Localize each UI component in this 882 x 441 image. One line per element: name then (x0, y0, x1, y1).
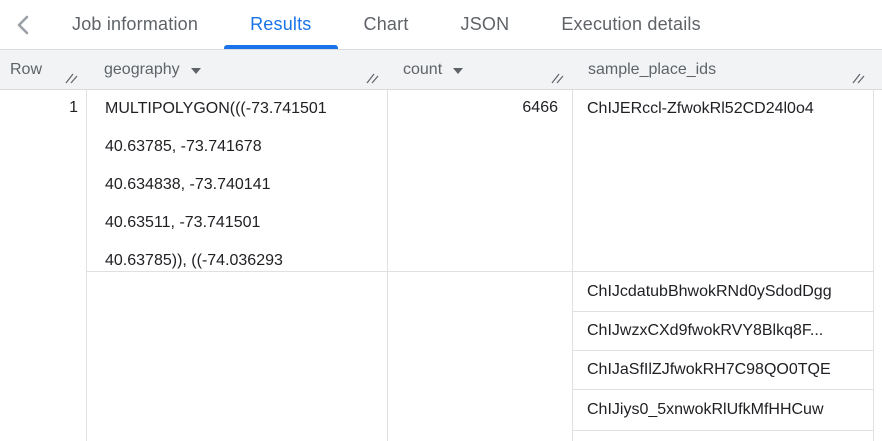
tab-label: Execution details (561, 14, 701, 34)
geography-line: 40.63785)), ((-74.036293 (105, 252, 283, 269)
sample-place-id-cell: ChIJiys0_5xnwokRlUfkMfHHCuw (573, 390, 873, 431)
column-label: Row (10, 60, 43, 78)
sample-place-id-cell (573, 431, 873, 441)
tab-label: Job information (72, 14, 199, 34)
count-cell: 6466 (522, 99, 558, 116)
column-header-geography[interactable]: geography (86, 50, 387, 89)
results-table-body: 1 MULTIPOLYGON(((-73.741501 40.63785, -7… (0, 90, 882, 441)
column-label: count (403, 60, 443, 78)
row-divider (86, 271, 572, 272)
geography-line: 40.634838, -73.740141 (105, 176, 271, 193)
column-label: sample_place_ids (588, 60, 717, 78)
tab-label: Chart (363, 14, 409, 34)
chevron-left-icon (15, 15, 31, 35)
column-header-count[interactable]: count (387, 50, 572, 89)
table-header-row: Row geography count sample_place_ids (0, 50, 882, 90)
tab-label: Results (250, 14, 312, 34)
column-header-row: Row (0, 50, 86, 89)
row-number-cell: 1 (69, 99, 78, 116)
sample-place-id-cell: ChIJERccl-ZfwokRl52CD24l0o4 (573, 90, 873, 272)
geography-line: MULTIPOLYGON(((-73.741501 (105, 100, 327, 117)
column-divider (873, 90, 874, 441)
resize-handle-icon[interactable] (852, 73, 865, 84)
sample-place-id-cell: ChIJaSfIlZJfwokRH7C98QO0TQE (573, 351, 873, 390)
header-gutter (873, 50, 882, 89)
geography-line: 40.63511, -73.741501 (105, 214, 261, 231)
sample-place-ids-column: ChIJERccl-ZfwokRl52CD24l0o4 ChIJcdatubBh… (573, 90, 873, 441)
tab-results[interactable]: Results (224, 0, 338, 49)
column-divider (387, 90, 388, 441)
column-divider (572, 90, 573, 441)
tab-execution-details[interactable]: Execution details (535, 0, 726, 49)
resize-handle-icon[interactable] (551, 73, 564, 84)
resize-handle-icon[interactable] (366, 73, 379, 84)
dropdown-icon[interactable] (453, 67, 464, 74)
tab-job-information[interactable]: Job information (46, 0, 224, 49)
results-tab-bar: Job information Results Chart JSON Execu… (0, 0, 882, 50)
tab-chart[interactable]: Chart (338, 0, 435, 49)
column-divider (86, 90, 87, 441)
sample-place-id-cell: ChIJwzxCXd9fwokRVY8Blkq8F... (573, 312, 873, 351)
tab-json[interactable]: JSON (435, 0, 536, 49)
resize-handle-icon[interactable] (65, 73, 78, 84)
column-header-sample-place-ids[interactable]: sample_place_ids (572, 50, 873, 89)
back-button[interactable] (0, 0, 46, 49)
sample-place-id-cell: ChIJcdatubBhwokRNd0ySdodDgg (573, 272, 873, 312)
geography-line: 40.63785, -73.741678 (105, 138, 262, 155)
tab-label: JSON (460, 14, 510, 34)
column-label: geography (104, 60, 180, 78)
dropdown-icon[interactable] (190, 67, 201, 74)
geography-cell: MULTIPOLYGON(((-73.741501 40.63785, -73.… (87, 90, 387, 280)
